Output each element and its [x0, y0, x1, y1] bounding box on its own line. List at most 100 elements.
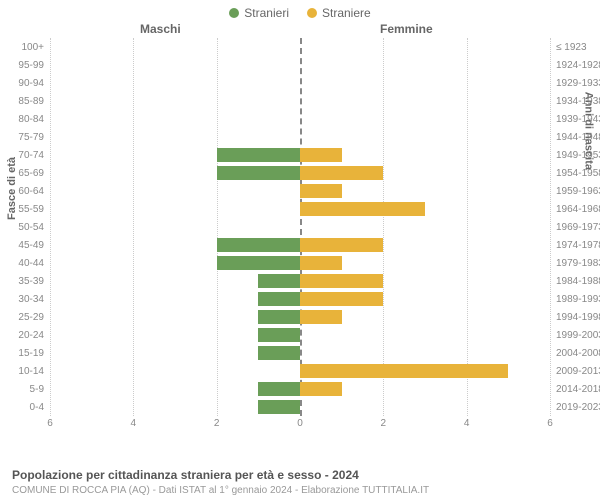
birth-year-label: 1994-1998 — [556, 312, 600, 323]
bar-male — [258, 292, 300, 306]
bar-area — [50, 94, 550, 108]
age-label: 95-99 — [4, 60, 44, 71]
age-label: 5-9 — [4, 384, 44, 395]
birth-year-label: 1944-1948 — [556, 132, 600, 143]
age-row: 40-441979-1983 — [50, 254, 550, 272]
birth-year-label: 1999-2003 — [556, 330, 600, 341]
age-label: 100+ — [4, 42, 44, 53]
bar-female — [300, 382, 342, 396]
bar-area — [50, 184, 550, 198]
age-row: 75-791944-1948 — [50, 128, 550, 146]
birth-year-label: 1954-1958 — [556, 168, 600, 179]
bar-area — [50, 76, 550, 90]
birth-year-label: 2019-2023 — [556, 402, 600, 413]
bar-male — [217, 256, 300, 270]
x-tick-label: 2 — [214, 418, 220, 429]
section-label-male: Maschi — [140, 22, 181, 36]
age-label: 15-19 — [4, 348, 44, 359]
legend-item-female: Straniere — [307, 6, 371, 20]
bar-male — [258, 274, 300, 288]
age-row: 10-142009-2013 — [50, 362, 550, 380]
age-row: 70-741949-1953 — [50, 146, 550, 164]
birth-year-label: 1989-1993 — [556, 294, 600, 305]
age-row: 80-841939-1943 — [50, 110, 550, 128]
age-label: 40-44 — [4, 258, 44, 269]
birth-year-label: 1969-1973 — [556, 222, 600, 233]
bar-area — [50, 310, 550, 324]
bar-area — [50, 364, 550, 378]
rows: 100+≤ 192395-991924-192890-941929-193385… — [50, 38, 550, 416]
bar-area — [50, 202, 550, 216]
birth-year-label: 1924-1928 — [556, 60, 600, 71]
legend: Stranieri Straniere — [0, 0, 600, 22]
birth-year-label: 2004-2008 — [556, 348, 600, 359]
bar-area — [50, 238, 550, 252]
birth-year-label: 1974-1978 — [556, 240, 600, 251]
birth-year-label: 1984-1988 — [556, 276, 600, 287]
bar-female — [300, 256, 342, 270]
birth-year-label: 2009-2013 — [556, 366, 600, 377]
age-row: 50-541969-1973 — [50, 218, 550, 236]
age-label: 85-89 — [4, 96, 44, 107]
x-tick-label: 4 — [131, 418, 137, 429]
age-label: 45-49 — [4, 240, 44, 251]
x-axis-labels: 6420246 — [50, 418, 550, 434]
bar-female — [300, 364, 508, 378]
birth-year-label: 2014-2018 — [556, 384, 600, 395]
bar-area — [50, 40, 550, 54]
birth-year-label: 1929-1933 — [556, 78, 600, 89]
age-row: 65-691954-1958 — [50, 164, 550, 182]
age-row: 15-192004-2008 — [50, 344, 550, 362]
age-row: 85-891934-1938 — [50, 92, 550, 110]
age-label: 20-24 — [4, 330, 44, 341]
bar-male — [217, 166, 300, 180]
bar-area — [50, 400, 550, 414]
age-label: 60-64 — [4, 186, 44, 197]
age-row: 5-92014-2018 — [50, 380, 550, 398]
age-row: 0-42019-2023 — [50, 398, 550, 416]
legend-label-female: Straniere — [322, 6, 371, 20]
age-row: 95-991924-1928 — [50, 56, 550, 74]
age-label: 80-84 — [4, 114, 44, 125]
plot-area: 100+≤ 192395-991924-192890-941929-193385… — [50, 38, 550, 438]
bar-female — [300, 274, 383, 288]
gridline — [550, 38, 551, 416]
age-label: 25-29 — [4, 312, 44, 323]
birth-year-label: ≤ 1923 — [556, 42, 600, 53]
birth-year-label: 1939-1943 — [556, 114, 600, 125]
legend-item-male: Stranieri — [229, 6, 289, 20]
age-row: 45-491974-1978 — [50, 236, 550, 254]
bar-area — [50, 58, 550, 72]
bar-male — [217, 148, 300, 162]
age-label: 50-54 — [4, 222, 44, 233]
bar-area — [50, 274, 550, 288]
age-row: 55-591964-1968 — [50, 200, 550, 218]
age-label: 65-69 — [4, 168, 44, 179]
birth-year-label: 1949-1953 — [556, 150, 600, 161]
population-pyramid-chart: Stranieri Straniere Maschi Femmine Fasce… — [0, 0, 600, 500]
chart-subtitle: COMUNE DI ROCCA PIA (AQ) - Dati ISTAT al… — [12, 485, 429, 496]
age-row: 30-341989-1993 — [50, 290, 550, 308]
bar-female — [300, 184, 342, 198]
age-label: 55-59 — [4, 204, 44, 215]
x-tick-label: 2 — [381, 418, 387, 429]
bar-area — [50, 130, 550, 144]
chart-title: Popolazione per cittadinanza straniera p… — [12, 468, 359, 482]
bar-male — [258, 382, 300, 396]
section-label-female: Femmine — [380, 22, 433, 36]
x-tick-label: 6 — [47, 418, 53, 429]
bar-area — [50, 256, 550, 270]
age-row: 100+≤ 1923 — [50, 38, 550, 56]
bar-male — [258, 310, 300, 324]
bar-male — [217, 238, 300, 252]
age-row: 25-291994-1998 — [50, 308, 550, 326]
bar-female — [300, 202, 425, 216]
age-row: 35-391984-1988 — [50, 272, 550, 290]
bar-female — [300, 292, 383, 306]
birth-year-label: 1934-1938 — [556, 96, 600, 107]
legend-label-male: Stranieri — [244, 6, 289, 20]
age-row: 60-641959-1963 — [50, 182, 550, 200]
bar-area — [50, 346, 550, 360]
age-label: 75-79 — [4, 132, 44, 143]
bar-area — [50, 292, 550, 306]
